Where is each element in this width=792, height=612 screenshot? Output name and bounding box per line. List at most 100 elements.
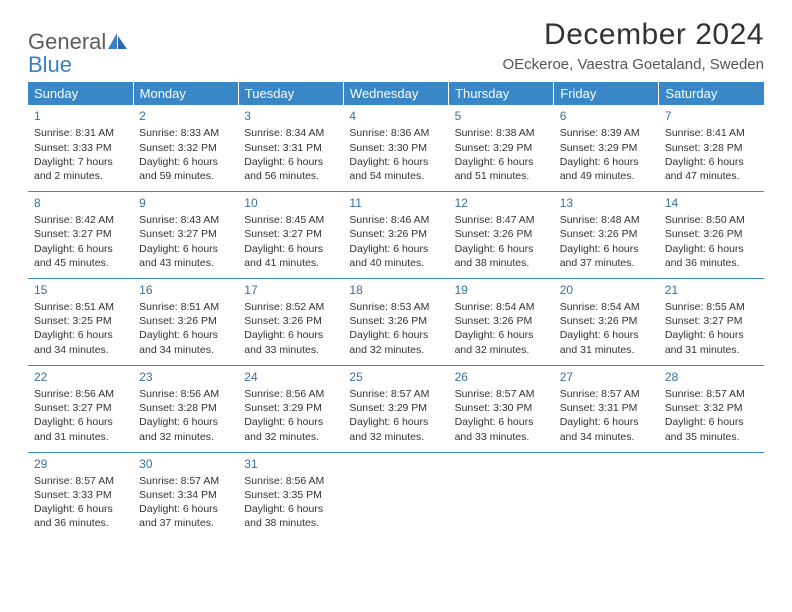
sunrise-text: Sunrise: 8:57 AM	[455, 387, 548, 401]
day-number: 5	[455, 108, 548, 124]
sunset-text: Sunset: 3:27 PM	[139, 227, 232, 241]
calendar-day-cell: 24Sunrise: 8:56 AMSunset: 3:29 PMDayligh…	[238, 365, 343, 452]
page-title: December 2024	[502, 18, 764, 52]
sunrise-text: Sunrise: 8:54 AM	[455, 300, 548, 314]
calendar-day-cell: 31Sunrise: 8:56 AMSunset: 3:35 PMDayligh…	[238, 452, 343, 538]
day-number: 31	[244, 456, 337, 472]
calendar-day-cell: 20Sunrise: 8:54 AMSunset: 3:26 PMDayligh…	[554, 278, 659, 365]
daylight-text: Daylight: 6 hours and 32 minutes.	[455, 328, 548, 356]
sunset-text: Sunset: 3:35 PM	[244, 488, 337, 502]
sunset-text: Sunset: 3:32 PM	[665, 401, 758, 415]
daylight-text: Daylight: 7 hours and 2 minutes.	[34, 155, 127, 183]
calendar-day-cell: 27Sunrise: 8:57 AMSunset: 3:31 PMDayligh…	[554, 365, 659, 452]
daylight-text: Daylight: 6 hours and 56 minutes.	[244, 155, 337, 183]
sunrise-text: Sunrise: 8:48 AM	[560, 213, 653, 227]
day-number: 16	[139, 282, 232, 298]
daylight-text: Daylight: 6 hours and 34 minutes.	[34, 328, 127, 356]
sunrise-text: Sunrise: 8:45 AM	[244, 213, 337, 227]
daylight-text: Daylight: 6 hours and 37 minutes.	[560, 242, 653, 270]
daylight-text: Daylight: 6 hours and 31 minutes.	[560, 328, 653, 356]
sunrise-text: Sunrise: 8:55 AM	[665, 300, 758, 314]
day-number: 26	[455, 369, 548, 385]
sunset-text: Sunset: 3:27 PM	[34, 401, 127, 415]
calendar-day-cell: 30Sunrise: 8:57 AMSunset: 3:34 PMDayligh…	[133, 452, 238, 538]
daylight-text: Daylight: 6 hours and 31 minutes.	[34, 415, 127, 443]
daylight-text: Daylight: 6 hours and 41 minutes.	[244, 242, 337, 270]
sunrise-text: Sunrise: 8:43 AM	[139, 213, 232, 227]
calendar-day-cell: 2Sunrise: 8:33 AMSunset: 3:32 PMDaylight…	[133, 105, 238, 191]
calendar-day-cell: 12Sunrise: 8:47 AMSunset: 3:26 PMDayligh…	[449, 192, 554, 279]
day-number: 25	[349, 369, 442, 385]
day-number: 1	[34, 108, 127, 124]
day-number: 22	[34, 369, 127, 385]
calendar-day-cell	[343, 452, 448, 538]
daylight-text: Daylight: 6 hours and 34 minutes.	[560, 415, 653, 443]
sunset-text: Sunset: 3:26 PM	[560, 314, 653, 328]
daylight-text: Daylight: 6 hours and 34 minutes.	[139, 328, 232, 356]
calendar-day-cell: 25Sunrise: 8:57 AMSunset: 3:29 PMDayligh…	[343, 365, 448, 452]
day-number: 4	[349, 108, 442, 124]
sunset-text: Sunset: 3:26 PM	[349, 314, 442, 328]
sunset-text: Sunset: 3:29 PM	[349, 401, 442, 415]
calendar-day-cell	[449, 452, 554, 538]
sunrise-text: Sunrise: 8:33 AM	[139, 126, 232, 140]
day-number: 30	[139, 456, 232, 472]
calendar-day-cell: 26Sunrise: 8:57 AMSunset: 3:30 PMDayligh…	[449, 365, 554, 452]
day-number: 17	[244, 282, 337, 298]
sunrise-text: Sunrise: 8:46 AM	[349, 213, 442, 227]
daylight-text: Daylight: 6 hours and 38 minutes.	[455, 242, 548, 270]
day-number: 15	[34, 282, 127, 298]
sunrise-text: Sunrise: 8:50 AM	[665, 213, 758, 227]
calendar-day-cell: 17Sunrise: 8:52 AMSunset: 3:26 PMDayligh…	[238, 278, 343, 365]
day-number: 6	[560, 108, 653, 124]
day-number: 19	[455, 282, 548, 298]
sunrise-text: Sunrise: 8:57 AM	[349, 387, 442, 401]
calendar-day-cell: 22Sunrise: 8:56 AMSunset: 3:27 PMDayligh…	[28, 365, 133, 452]
calendar-day-cell: 5Sunrise: 8:38 AMSunset: 3:29 PMDaylight…	[449, 105, 554, 191]
brand-word-2: Blue	[28, 52, 72, 77]
sunrise-text: Sunrise: 8:51 AM	[139, 300, 232, 314]
day-number: 12	[455, 195, 548, 211]
day-number: 14	[665, 195, 758, 211]
sunset-text: Sunset: 3:27 PM	[34, 227, 127, 241]
day-header: Thursday	[449, 82, 554, 105]
sunset-text: Sunset: 3:25 PM	[34, 314, 127, 328]
calendar-day-cell: 29Sunrise: 8:57 AMSunset: 3:33 PMDayligh…	[28, 452, 133, 538]
sunset-text: Sunset: 3:26 PM	[560, 227, 653, 241]
sunset-text: Sunset: 3:29 PM	[560, 141, 653, 155]
day-header: Monday	[133, 82, 238, 105]
sunrise-text: Sunrise: 8:56 AM	[139, 387, 232, 401]
daylight-text: Daylight: 6 hours and 40 minutes.	[349, 242, 442, 270]
sunset-text: Sunset: 3:26 PM	[665, 227, 758, 241]
calendar-day-cell: 13Sunrise: 8:48 AMSunset: 3:26 PMDayligh…	[554, 192, 659, 279]
sunrise-text: Sunrise: 8:56 AM	[244, 387, 337, 401]
calendar-day-cell: 16Sunrise: 8:51 AMSunset: 3:26 PMDayligh…	[133, 278, 238, 365]
day-number: 28	[665, 369, 758, 385]
day-header: Saturday	[659, 82, 764, 105]
sunrise-text: Sunrise: 8:39 AM	[560, 126, 653, 140]
calendar-day-cell	[659, 452, 764, 538]
calendar-day-cell: 10Sunrise: 8:45 AMSunset: 3:27 PMDayligh…	[238, 192, 343, 279]
calendar-week-row: 8Sunrise: 8:42 AMSunset: 3:27 PMDaylight…	[28, 192, 764, 279]
daylight-text: Daylight: 6 hours and 32 minutes.	[139, 415, 232, 443]
sunset-text: Sunset: 3:27 PM	[665, 314, 758, 328]
daylight-text: Daylight: 6 hours and 51 minutes.	[455, 155, 548, 183]
day-number: 11	[349, 195, 442, 211]
daylight-text: Daylight: 6 hours and 37 minutes.	[139, 502, 232, 530]
sunrise-text: Sunrise: 8:51 AM	[34, 300, 127, 314]
calendar-week-row: 15Sunrise: 8:51 AMSunset: 3:25 PMDayligh…	[28, 278, 764, 365]
daylight-text: Daylight: 6 hours and 45 minutes.	[34, 242, 127, 270]
brand-logo: General Blue	[28, 18, 128, 76]
sunrise-text: Sunrise: 8:54 AM	[560, 300, 653, 314]
calendar-day-cell: 11Sunrise: 8:46 AMSunset: 3:26 PMDayligh…	[343, 192, 448, 279]
location-subtitle: OEckeroe, Vaestra Goetaland, Sweden	[502, 56, 764, 73]
daylight-text: Daylight: 6 hours and 59 minutes.	[139, 155, 232, 183]
sunset-text: Sunset: 3:33 PM	[34, 488, 127, 502]
sail-icon	[108, 30, 128, 53]
sunrise-text: Sunrise: 8:57 AM	[560, 387, 653, 401]
calendar-day-cell: 21Sunrise: 8:55 AMSunset: 3:27 PMDayligh…	[659, 278, 764, 365]
calendar-day-cell: 9Sunrise: 8:43 AMSunset: 3:27 PMDaylight…	[133, 192, 238, 279]
daylight-text: Daylight: 6 hours and 35 minutes.	[665, 415, 758, 443]
calendar-day-cell: 23Sunrise: 8:56 AMSunset: 3:28 PMDayligh…	[133, 365, 238, 452]
sunrise-text: Sunrise: 8:31 AM	[34, 126, 127, 140]
